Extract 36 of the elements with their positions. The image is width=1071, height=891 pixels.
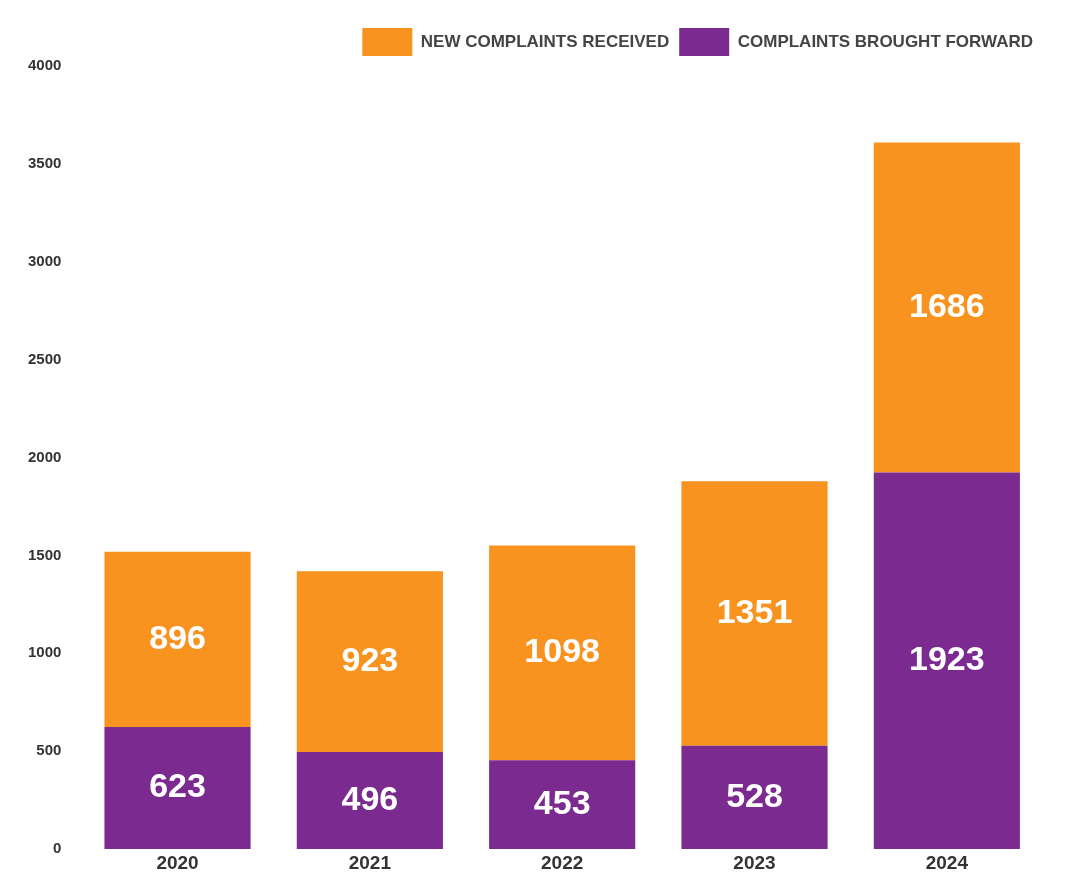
data-label: 496 xyxy=(341,778,399,817)
bar xyxy=(296,571,443,752)
bar xyxy=(681,481,828,746)
y-tick-label: 1500 xyxy=(27,545,62,563)
y-tick-label: 3500 xyxy=(27,154,62,172)
y-tick-label: 2500 xyxy=(27,349,62,367)
y-tick-label: 3000 xyxy=(27,251,62,269)
legend-label: NEW COMPLAINTS RECEIVED xyxy=(420,31,670,51)
legend-label: COMPLAINTS BROUGHT FORWARD xyxy=(737,31,1034,51)
data-label: 623 xyxy=(149,766,206,805)
bar xyxy=(104,551,251,728)
x-tick-label: 2021 xyxy=(348,851,392,873)
y-tick-label: 500 xyxy=(36,741,62,759)
y-tick-label: 0 xyxy=(53,839,62,857)
x-tick-label: 2020 xyxy=(156,851,199,873)
data-label: 1923 xyxy=(909,639,985,678)
y-tick-label: 4000 xyxy=(27,56,62,74)
data-label: 923 xyxy=(341,639,399,678)
data-label: 1351 xyxy=(716,591,793,630)
data-label: 896 xyxy=(149,617,206,656)
x-tick-label: 2022 xyxy=(541,851,584,873)
data-label: 1098 xyxy=(524,631,600,670)
x-tick-label: 2023 xyxy=(733,851,776,873)
x-tick-label: 2024 xyxy=(925,851,969,873)
bar xyxy=(681,745,828,849)
data-label: 528 xyxy=(726,775,783,814)
bar xyxy=(296,751,443,849)
bar xyxy=(104,727,251,849)
bar xyxy=(873,142,1020,473)
y-tick-label: 2000 xyxy=(27,447,62,465)
bar xyxy=(873,472,1020,849)
data-label: 453 xyxy=(533,783,591,822)
bar xyxy=(489,760,636,849)
y-tick-label: 1000 xyxy=(27,643,62,661)
bar xyxy=(489,545,636,761)
data-label: 1686 xyxy=(909,285,985,324)
